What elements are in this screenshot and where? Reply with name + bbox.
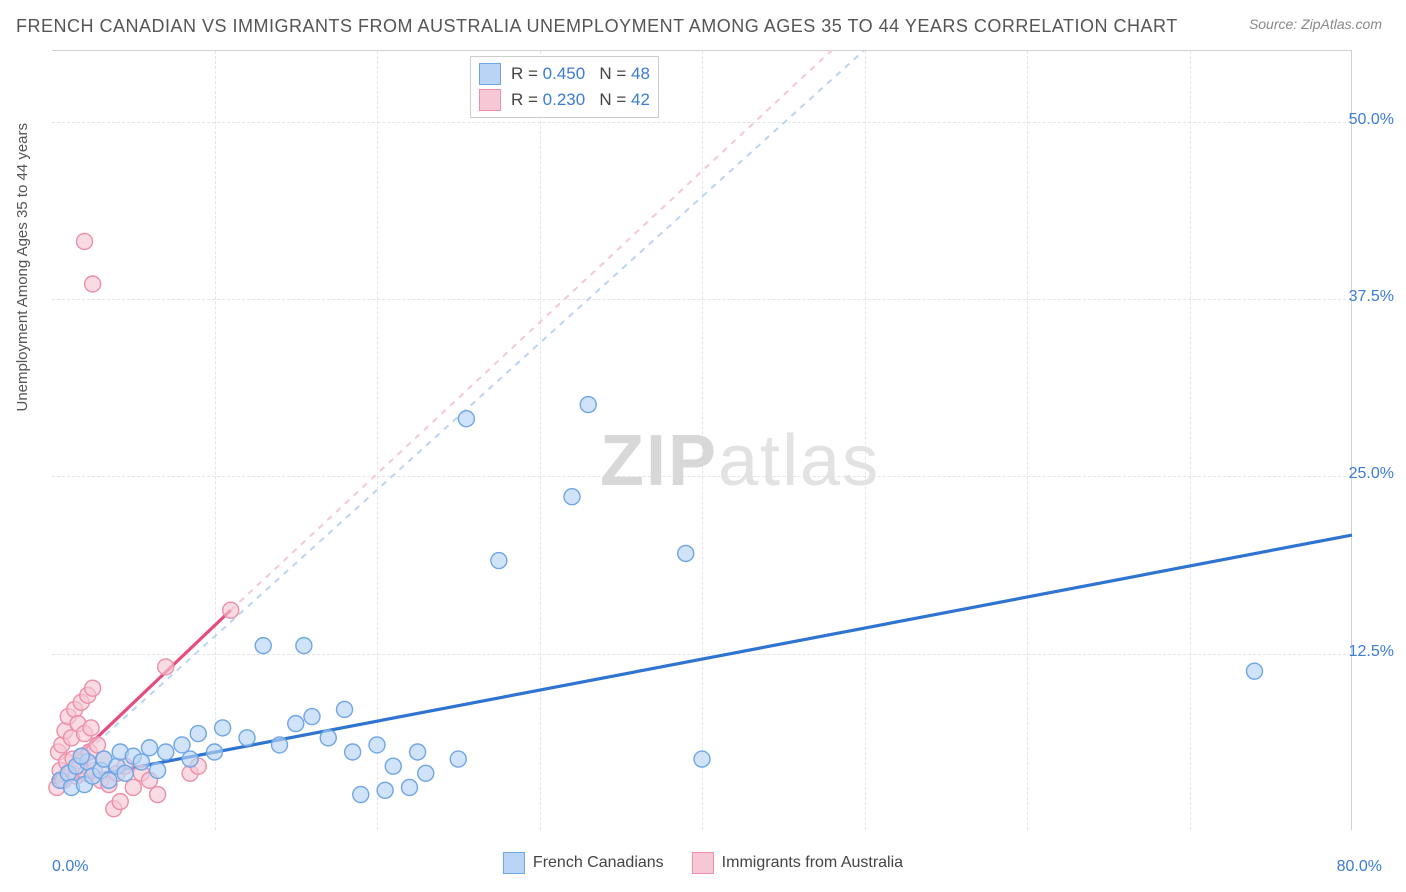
x-tick-max: 80.0% (1337, 858, 1382, 876)
data-point (182, 751, 198, 767)
data-point (112, 794, 128, 810)
correlation-legend-row: R = 0.450 N = 48 (479, 61, 650, 87)
data-point (580, 397, 596, 413)
data-point (150, 787, 166, 803)
data-point (678, 545, 694, 561)
data-point (239, 730, 255, 746)
legend-label: French Canadians (533, 854, 664, 872)
legend-swatch (692, 852, 714, 874)
source-label: Source: ZipAtlas.com (1249, 16, 1382, 32)
data-point (190, 726, 206, 742)
correlation-legend: R = 0.450 N = 48 R = 0.230 N = 42 (470, 56, 659, 118)
data-point (377, 782, 393, 798)
data-point (117, 765, 133, 781)
data-point (77, 233, 93, 249)
y-tick-label: 25.0% (1349, 465, 1394, 483)
data-point (133, 754, 149, 770)
data-point (1247, 663, 1263, 679)
data-point (418, 765, 434, 781)
data-point (83, 720, 99, 736)
data-point (73, 748, 89, 764)
correlation-text: R = 0.450 N = 48 (511, 64, 650, 84)
legend-swatch (503, 852, 525, 874)
y-tick-label: 37.5% (1349, 288, 1394, 306)
trend-line-dashed (231, 50, 832, 610)
data-point (385, 758, 401, 774)
data-point (564, 489, 580, 505)
data-point (458, 411, 474, 427)
data-point (272, 737, 288, 753)
data-point (215, 720, 231, 736)
data-point (150, 762, 166, 778)
chart-title: FRENCH CANADIAN VS IMMIGRANTS FROM AUSTR… (16, 16, 1178, 37)
legend-label: Immigrants from Australia (722, 854, 903, 872)
data-point (142, 740, 158, 756)
y-tick-label: 12.5% (1349, 643, 1394, 661)
data-point (223, 602, 239, 618)
data-point (125, 779, 141, 795)
data-point (450, 751, 466, 767)
correlation-legend-row: R = 0.230 N = 42 (479, 87, 650, 113)
legend-item: French Canadians (503, 852, 664, 874)
chart-svg (52, 50, 1352, 830)
data-point (410, 744, 426, 760)
data-point (101, 772, 117, 788)
data-point (491, 553, 507, 569)
data-point (85, 680, 101, 696)
data-point (85, 276, 101, 292)
data-point (353, 787, 369, 803)
y-axis-label: Unemployment Among Ages 35 to 44 years (14, 123, 31, 412)
y-tick-label: 50.0% (1349, 111, 1394, 129)
data-point (304, 709, 320, 725)
legend-item: Immigrants from Australia (692, 852, 903, 874)
data-point (296, 638, 312, 654)
legend-swatch (479, 63, 501, 85)
data-point (337, 701, 353, 717)
data-point (255, 638, 271, 654)
data-point (369, 737, 385, 753)
data-point (402, 779, 418, 795)
correlation-text: R = 0.230 N = 42 (511, 90, 650, 110)
series-legend: French Canadians Immigrants from Australi… (503, 852, 903, 874)
data-point (345, 744, 361, 760)
legend-swatch (479, 89, 501, 111)
data-point (320, 730, 336, 746)
data-point (694, 751, 710, 767)
data-point (158, 744, 174, 760)
x-tick-min: 0.0% (52, 858, 88, 876)
data-point (288, 716, 304, 732)
data-point (207, 744, 223, 760)
data-point (174, 737, 190, 753)
data-point (158, 659, 174, 675)
